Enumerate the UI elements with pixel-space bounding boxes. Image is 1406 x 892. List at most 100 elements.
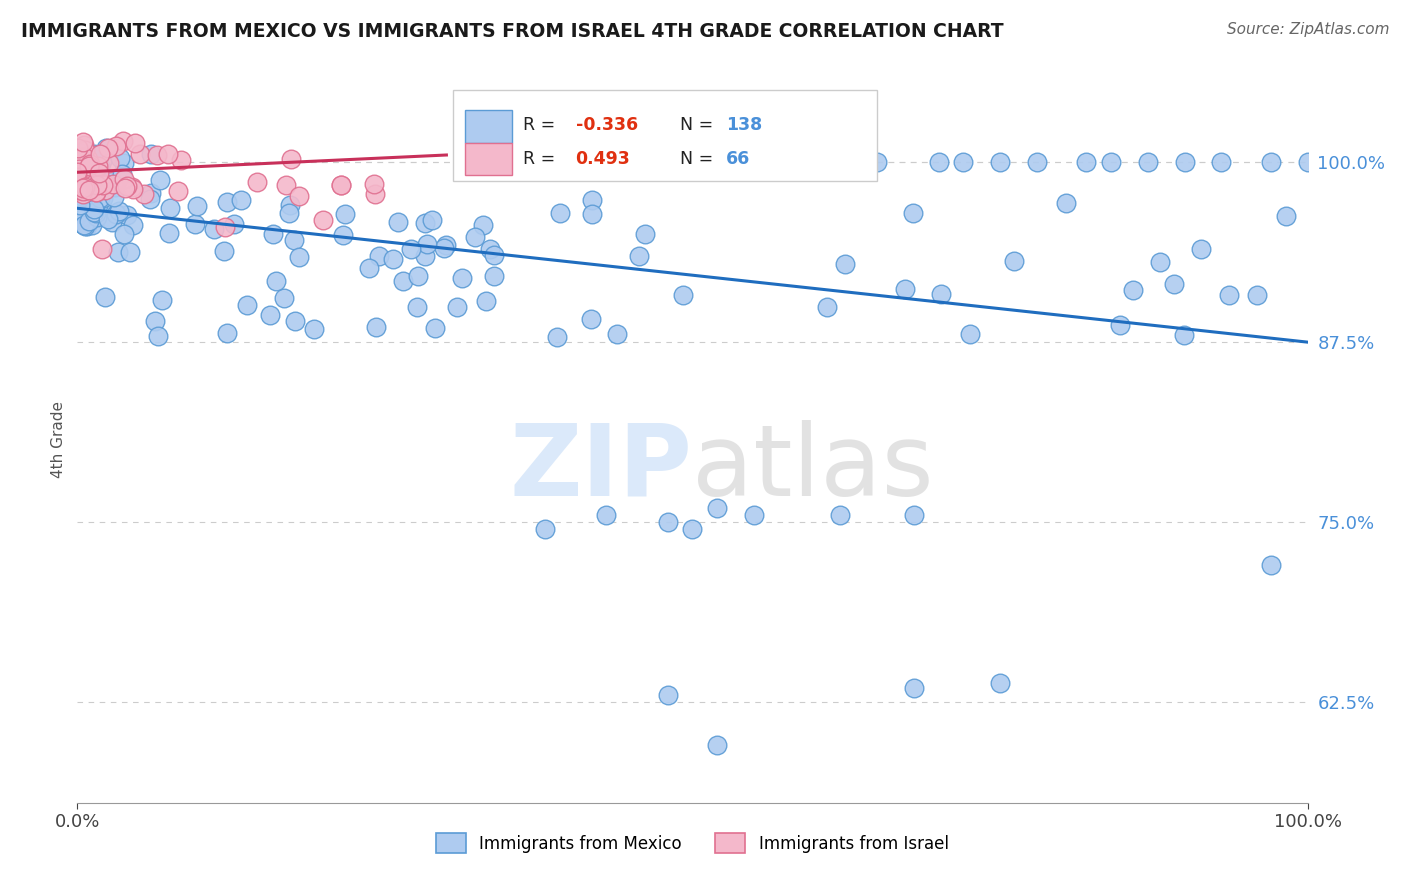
Point	[605, 326, 627, 341]
Point	[69, 198, 91, 212]
Point	[231, 193, 253, 207]
Point	[86, 151, 108, 165]
Point	[75, 158, 97, 172]
Point	[288, 189, 311, 203]
Point	[657, 515, 679, 529]
Point	[66, 168, 89, 182]
Point	[72, 169, 94, 184]
Point	[87, 198, 110, 212]
Point	[98, 156, 121, 170]
Point	[1246, 288, 1268, 302]
Point	[1275, 209, 1298, 223]
Point	[288, 250, 311, 264]
Point	[634, 227, 657, 241]
Point	[70, 163, 93, 178]
Point	[73, 137, 96, 152]
Point	[101, 215, 124, 229]
Point	[482, 248, 505, 262]
Point	[894, 282, 917, 296]
Point	[115, 179, 138, 194]
Point	[90, 177, 112, 191]
Point	[97, 141, 120, 155]
Point	[66, 141, 89, 155]
Point	[69, 216, 91, 230]
Point	[903, 681, 925, 695]
Point	[280, 152, 302, 166]
Point	[550, 206, 572, 220]
Point	[278, 206, 301, 220]
Point	[157, 226, 180, 240]
Point	[581, 312, 603, 326]
Point	[186, 199, 208, 213]
Point	[392, 274, 415, 288]
Point	[1099, 155, 1122, 169]
Point	[246, 175, 269, 189]
Point	[387, 215, 409, 229]
Point	[103, 178, 125, 192]
Point	[420, 213, 443, 227]
Point	[72, 181, 94, 195]
Point	[77, 214, 100, 228]
Point	[1211, 155, 1233, 169]
Point	[90, 154, 112, 169]
Point	[1149, 255, 1171, 269]
Point	[446, 301, 468, 315]
Point	[657, 688, 679, 702]
Point	[202, 222, 225, 236]
Point	[815, 300, 838, 314]
Point	[146, 329, 169, 343]
Point	[66, 170, 89, 185]
Point	[988, 155, 1011, 169]
Point	[259, 308, 281, 322]
Point	[80, 194, 103, 209]
Point	[80, 178, 103, 193]
Point	[1002, 254, 1025, 268]
Point	[149, 173, 172, 187]
Point	[329, 178, 352, 193]
Point	[278, 197, 301, 211]
Point	[83, 160, 105, 174]
Point	[94, 183, 117, 197]
Point	[1296, 155, 1319, 169]
Point	[76, 165, 98, 179]
Point	[332, 227, 354, 242]
Point	[80, 198, 103, 212]
Point	[143, 314, 166, 328]
Point	[302, 322, 325, 336]
Point	[84, 186, 107, 200]
Point	[105, 207, 128, 221]
Point	[107, 244, 129, 259]
Point	[94, 290, 117, 304]
Point	[86, 211, 108, 225]
Text: -0.336: -0.336	[575, 116, 638, 135]
Point	[928, 155, 950, 169]
FancyBboxPatch shape	[465, 143, 512, 176]
Point	[139, 192, 162, 206]
Text: N =: N =	[681, 150, 713, 168]
Point	[830, 508, 852, 522]
Point	[363, 177, 385, 191]
Point	[988, 676, 1011, 690]
Point	[283, 233, 305, 247]
Point	[214, 219, 236, 234]
Point	[87, 156, 110, 170]
Point	[217, 194, 239, 209]
Text: R =: R =	[523, 150, 555, 168]
Point	[111, 167, 134, 181]
Text: atlas: atlas	[693, 420, 934, 516]
Point	[90, 197, 112, 211]
Point	[581, 207, 603, 221]
Point	[67, 183, 90, 197]
Point	[425, 321, 447, 335]
Point	[434, 238, 457, 252]
Point	[742, 508, 765, 522]
Point	[262, 227, 284, 241]
Point	[157, 147, 180, 161]
Point	[67, 152, 90, 166]
Point	[546, 330, 568, 344]
Point	[80, 218, 103, 232]
Point	[952, 155, 974, 169]
FancyBboxPatch shape	[453, 90, 877, 181]
Point	[83, 147, 105, 161]
Point	[1109, 318, 1132, 333]
